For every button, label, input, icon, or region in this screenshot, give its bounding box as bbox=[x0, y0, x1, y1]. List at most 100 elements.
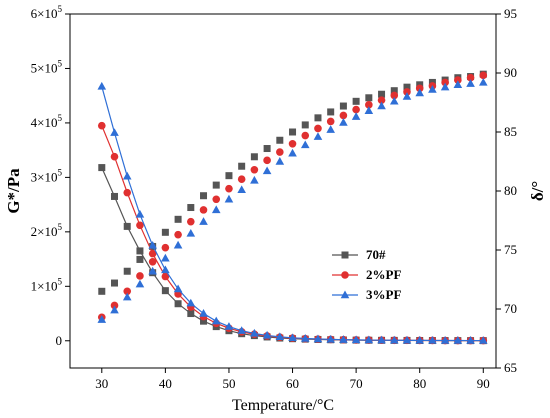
x-tick-label: 70 bbox=[350, 376, 363, 391]
delta-point bbox=[225, 172, 233, 180]
delta-point bbox=[148, 258, 157, 266]
y-left-tick-exponent: 5 bbox=[58, 276, 63, 286]
g-star-point bbox=[224, 322, 234, 330]
x-tick-label: 40 bbox=[159, 376, 172, 391]
g-star-point bbox=[428, 335, 437, 344]
legend-marker bbox=[341, 271, 349, 279]
x-axis-title: Temperature/°C bbox=[232, 397, 334, 414]
delta-point bbox=[389, 96, 399, 105]
delta-point bbox=[161, 253, 170, 262]
delta-point bbox=[136, 272, 144, 280]
legend-label: 70# bbox=[366, 247, 386, 262]
g-star-point bbox=[415, 335, 425, 344]
y-left-tick-label: 4×105 bbox=[31, 113, 63, 130]
y-axis-left-title: G*/Pa bbox=[4, 168, 23, 214]
y-right-tick-label: 90 bbox=[504, 65, 517, 80]
y-right-tick-label: 65 bbox=[504, 360, 517, 375]
y-left-tick-mantissa: 6×10 bbox=[31, 6, 58, 21]
delta-point bbox=[199, 206, 208, 214]
series-0 bbox=[98, 70, 487, 345]
delta-point bbox=[263, 156, 271, 165]
delta-point bbox=[364, 106, 374, 114]
delta-point bbox=[390, 87, 398, 95]
x-axis: 30 40 50 60 70 80 90 bbox=[95, 368, 490, 391]
delta-point bbox=[428, 85, 437, 93]
g-star-point bbox=[135, 209, 145, 218]
y-left-tick-label: 3×105 bbox=[31, 167, 63, 184]
delta-point bbox=[339, 111, 348, 120]
g-star-point bbox=[136, 221, 144, 230]
delta-point bbox=[466, 73, 475, 82]
delta-point bbox=[352, 105, 360, 114]
delta-point bbox=[276, 136, 284, 144]
delta-point bbox=[110, 301, 119, 310]
g-star-point bbox=[211, 316, 221, 325]
delta-point bbox=[237, 185, 246, 194]
delta-point bbox=[352, 97, 360, 105]
g-star-point bbox=[110, 128, 119, 136]
g-star-point bbox=[478, 336, 488, 344]
legend-label: 2%PF bbox=[366, 267, 401, 282]
delta-point bbox=[136, 255, 144, 263]
delta-point bbox=[262, 166, 272, 175]
delta-point bbox=[187, 217, 195, 226]
delta-point bbox=[301, 121, 309, 129]
delta-point bbox=[186, 228, 196, 237]
legend-label: 3%PF bbox=[366, 287, 401, 302]
delta-point bbox=[403, 88, 411, 96]
delta-point bbox=[122, 292, 132, 301]
delta-point bbox=[250, 165, 259, 174]
g-star-point bbox=[326, 334, 335, 343]
g-star-point bbox=[364, 335, 374, 344]
delta-point bbox=[200, 192, 208, 200]
delta-point bbox=[174, 230, 182, 239]
g-star-point bbox=[300, 334, 310, 342]
g-star-point bbox=[313, 334, 323, 343]
g-star-point bbox=[288, 333, 297, 342]
delta-point bbox=[300, 140, 310, 149]
series-2 bbox=[97, 77, 488, 344]
g-star-point bbox=[199, 309, 208, 317]
delta-point bbox=[402, 92, 412, 100]
delta-point bbox=[123, 287, 132, 296]
delta-point bbox=[250, 153, 258, 161]
y-axis-right: 65 70 75 80 85 90 95 bbox=[496, 6, 517, 375]
g-star-point bbox=[466, 336, 475, 344]
y-left-tick-label: 2×105 bbox=[31, 222, 63, 239]
g-star-point bbox=[275, 332, 285, 341]
plot-frame bbox=[69, 13, 497, 369]
delta-point bbox=[289, 128, 297, 136]
y-left-tick-exponent: 5 bbox=[58, 167, 63, 177]
y-left-tick-exponent: 5 bbox=[58, 58, 63, 68]
delta-point bbox=[466, 79, 475, 87]
g-star-point bbox=[123, 222, 131, 230]
delta-point bbox=[263, 145, 271, 153]
delta-point bbox=[479, 71, 488, 80]
g-star-point bbox=[351, 335, 361, 344]
y-left-tick-mantissa: 2×10 bbox=[31, 224, 58, 239]
delta-point bbox=[98, 287, 106, 295]
delta-point bbox=[351, 112, 361, 120]
series-1 bbox=[97, 71, 488, 345]
x-tick-label: 50 bbox=[222, 376, 235, 391]
delta-point bbox=[377, 101, 386, 110]
g-star-point bbox=[111, 192, 119, 200]
y-right-tick-label: 75 bbox=[504, 242, 517, 257]
y-left-tick-mantissa: 5×10 bbox=[31, 60, 58, 75]
delta-point bbox=[441, 78, 449, 87]
delta-point bbox=[453, 80, 463, 88]
delta-point bbox=[339, 118, 348, 126]
delta-point bbox=[365, 101, 373, 109]
g-star-point bbox=[161, 272, 170, 281]
y-right-tick-label: 85 bbox=[504, 124, 517, 139]
g-star-line bbox=[101, 125, 484, 342]
g-star-point bbox=[148, 240, 157, 249]
delta-point bbox=[187, 204, 195, 212]
g-star-point bbox=[187, 310, 195, 318]
delta-point bbox=[238, 162, 246, 170]
delta-point bbox=[378, 90, 386, 98]
g-star-point bbox=[440, 336, 450, 344]
g-star-point bbox=[173, 284, 183, 293]
delta-point bbox=[211, 205, 221, 214]
delta-point bbox=[135, 279, 145, 288]
